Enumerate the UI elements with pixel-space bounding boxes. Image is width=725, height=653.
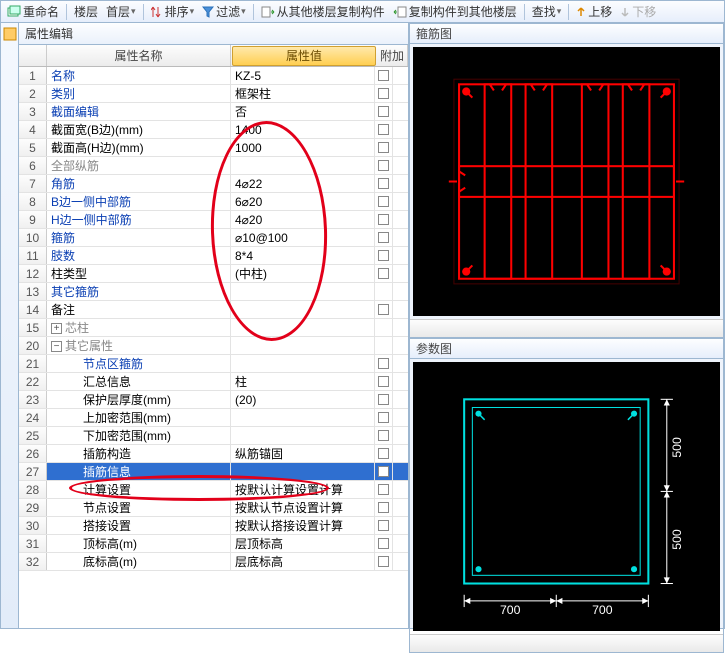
property-row[interactable]: 25下加密范围(mm) <box>19 427 408 445</box>
property-row[interactable]: 14备注 <box>19 301 408 319</box>
property-pane: 属性编辑 属性名称 属性值 附加 1名称KZ-52类别框架柱3截面编辑否4截面宽… <box>19 23 409 628</box>
property-row[interactable]: 31顶标高(m)层顶标高 <box>19 535 408 553</box>
left-strip <box>1 23 19 628</box>
property-row[interactable]: 13其它箍筋 <box>19 283 408 301</box>
property-row[interactable]: 2类别框架柱 <box>19 85 408 103</box>
find-button[interactable]: 查找▾ <box>528 2 566 22</box>
property-row[interactable]: 23保护层厚度(mm)(20) <box>19 391 408 409</box>
property-row[interactable]: 1名称KZ-5 <box>19 67 408 85</box>
svg-text:700: 700 <box>592 603 613 617</box>
property-row[interactable]: 30搭接设置按默认搭接设置计算 <box>19 517 408 535</box>
header-extra[interactable]: 附加 <box>377 45 408 66</box>
property-row[interactable]: 5截面高(H边)(mm)1000 <box>19 139 408 157</box>
property-row[interactable]: 20−其它属性 <box>19 337 408 355</box>
grid-header: 属性名称 属性值 附加 <box>19 45 408 67</box>
stirrup-figure-toolbar[interactable] <box>410 319 723 337</box>
stirrup-figure-title: 箍筋图 <box>410 24 723 44</box>
property-row[interactable]: 26插筋构造纵筋锚固 <box>19 445 408 463</box>
layer-label: 楼层 <box>70 2 102 22</box>
property-row[interactable]: 22汇总信息柱 <box>19 373 408 391</box>
sort-button[interactable]: 排序▾ <box>147 2 199 22</box>
property-row[interactable]: 29节点设置按默认节点设置计算 <box>19 499 408 517</box>
svg-text:500: 500 <box>670 437 684 458</box>
param-figure-title: 参数图 <box>410 339 723 359</box>
stirrup-figure-pane: 箍筋图 <box>409 23 724 338</box>
property-row[interactable]: 32底标高(m)层底标高 <box>19 553 408 571</box>
copy-to-button[interactable]: 复制构件到其他楼层 <box>389 2 521 22</box>
property-row[interactable]: 24上加密范围(mm) <box>19 409 408 427</box>
svg-text:700: 700 <box>500 603 521 617</box>
property-row[interactable]: 6全部纵筋 <box>19 157 408 175</box>
property-row[interactable]: 15+芯柱 <box>19 319 408 337</box>
property-row[interactable]: 28计算设置按默认计算设置计算 <box>19 481 408 499</box>
right-panels: 箍筋图 <box>409 23 724 628</box>
copy-from-button[interactable]: 从其他楼层复制构件 <box>257 2 389 22</box>
property-row[interactable]: 8B边一侧中部筋6⌀20 <box>19 193 408 211</box>
param-figure-toolbar[interactable] <box>410 634 723 652</box>
main-toolbar: 重命名 楼层 首层▾ 排序▾ 过滤▾ 从其他楼层复制构件 复制构件到其他楼层 查… <box>1 1 724 23</box>
property-row[interactable]: 7角筋4⌀22 <box>19 175 408 193</box>
header-name[interactable]: 属性名称 <box>47 45 231 66</box>
svg-text:500: 500 <box>670 529 684 550</box>
param-figure-pane: 参数图 700 700 <box>409 338 724 653</box>
movedown-button[interactable]: 下移 <box>616 2 660 22</box>
property-row[interactable]: 3截面编辑否 <box>19 103 408 121</box>
property-row[interactable]: 4截面宽(B边)(mm)1400 <box>19 121 408 139</box>
floor-select[interactable]: 首层▾ <box>102 2 140 22</box>
strip-icon[interactable] <box>3 27 17 41</box>
property-row[interactable]: 12柱类型(中柱) <box>19 265 408 283</box>
property-row[interactable]: 9H边一侧中部筋4⌀20 <box>19 211 408 229</box>
property-row[interactable]: 27插筋信息 <box>19 463 408 481</box>
grid-body[interactable]: 1名称KZ-52类别框架柱3截面编辑否4截面宽(B边)(mm)14005截面高(… <box>19 67 408 628</box>
stirrup-figure-canvas[interactable] <box>413 47 720 316</box>
filter-button[interactable]: 过滤▾ <box>198 2 250 22</box>
property-row[interactable]: 10箍筋⌀10@100 <box>19 229 408 247</box>
param-figure-canvas[interactable]: 700 700 500 500 <box>413 362 720 631</box>
property-row[interactable]: 21节点区箍筋 <box>19 355 408 373</box>
property-row[interactable]: 11肢数8*4 <box>19 247 408 265</box>
rename-button[interactable]: 重命名 <box>3 2 63 22</box>
header-value[interactable]: 属性值 <box>232 46 376 66</box>
moveup-button[interactable]: 上移 <box>572 2 616 22</box>
pane-title: 属性编辑 <box>19 23 408 45</box>
